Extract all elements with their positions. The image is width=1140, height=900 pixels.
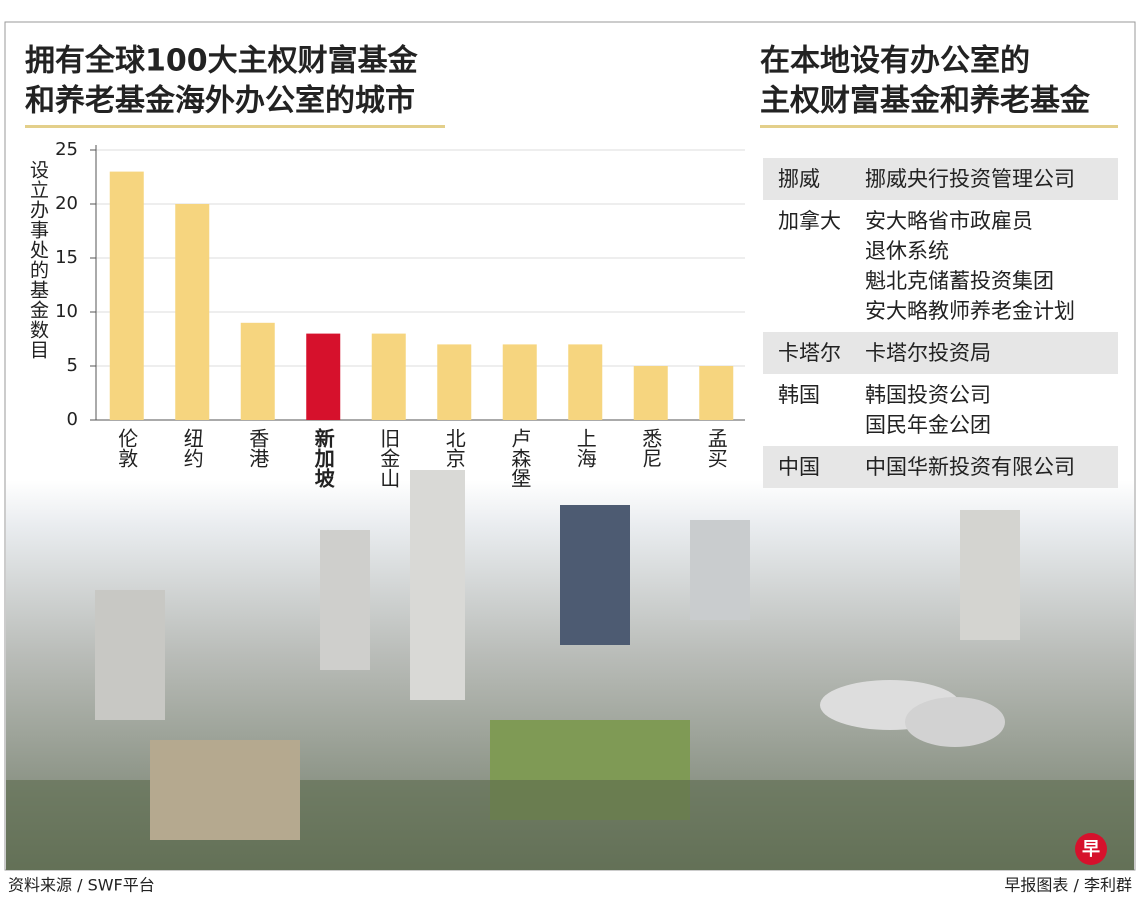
x-tick-label: 卢森堡: [508, 428, 532, 488]
bar: [306, 333, 341, 420]
fund-name: 安大略省市政雇员: [865, 209, 1033, 233]
fund-name: 韩国投资公司: [865, 383, 991, 407]
y-axis-label: 设立办事处的基金数目: [27, 160, 49, 360]
chart-title: 和养老基金海外办公室的城市: [25, 84, 415, 119]
city-photo: [6, 470, 1134, 870]
x-tick-label: 孟买: [704, 428, 728, 468]
table-title: 主权财富基金和养老基金: [760, 84, 1091, 119]
fund-name: 退休系统: [865, 239, 949, 263]
country: 中国: [778, 455, 820, 479]
title-rule: [25, 125, 445, 128]
country: 挪威: [778, 167, 820, 191]
chart-title: 拥有全球100大主权财富基金: [25, 44, 419, 79]
bar: [240, 322, 275, 420]
logo: [1075, 833, 1107, 865]
table-title: 在本地设有办公室的: [760, 44, 1030, 79]
source: 资料来源 / SWF平台: [8, 876, 155, 895]
y-tick-label: 25: [55, 139, 78, 160]
bar: [175, 204, 210, 420]
table-row: [763, 158, 1118, 200]
country: 加拿大: [778, 209, 841, 233]
fund-name: 安大略教师养老金计划: [865, 299, 1075, 323]
bar: [699, 366, 734, 420]
x-tick-label: 旧金山: [377, 428, 401, 488]
y-tick-label: 15: [55, 247, 78, 268]
title-rule: [760, 125, 1118, 128]
y-tick-label: 10: [55, 301, 78, 322]
x-tick-label: 伦敦: [115, 428, 139, 468]
y-tick-label: 20: [55, 193, 78, 214]
bar: [371, 333, 406, 420]
fund-name: 挪威央行投资管理公司: [865, 167, 1075, 191]
bar: [502, 344, 537, 420]
x-tick-label: 香港: [246, 428, 270, 468]
logo-text: 早: [1082, 839, 1100, 860]
y-tick-label: 5: [67, 355, 78, 376]
fund-name: 国民年金公团: [865, 413, 991, 437]
bar: [568, 344, 603, 420]
bar: [633, 366, 668, 420]
fund-name: 中国华新投资有限公司: [865, 455, 1075, 479]
bar: [437, 344, 472, 420]
table-row: [763, 446, 1118, 488]
fund-name: 魁北克储蓄投资集团: [865, 269, 1054, 293]
fund-name: 卡塔尔投资局: [865, 341, 991, 365]
table-row: [763, 374, 1118, 446]
country: 卡塔尔: [778, 341, 841, 365]
country: 韩国: [778, 383, 820, 407]
table-row: [763, 200, 1118, 332]
table-row: [763, 332, 1118, 374]
x-tick-label: 纽约: [180, 428, 204, 468]
x-tick-label: 新加坡: [311, 427, 335, 489]
x-tick-label: 上海: [573, 428, 597, 468]
y-tick-label: 0: [67, 409, 78, 430]
credit: 早报图表 / 李利群: [1004, 876, 1132, 895]
bar: [109, 171, 144, 420]
x-tick-label: 北京: [442, 428, 466, 468]
x-tick-label: 悉尼: [639, 428, 663, 468]
